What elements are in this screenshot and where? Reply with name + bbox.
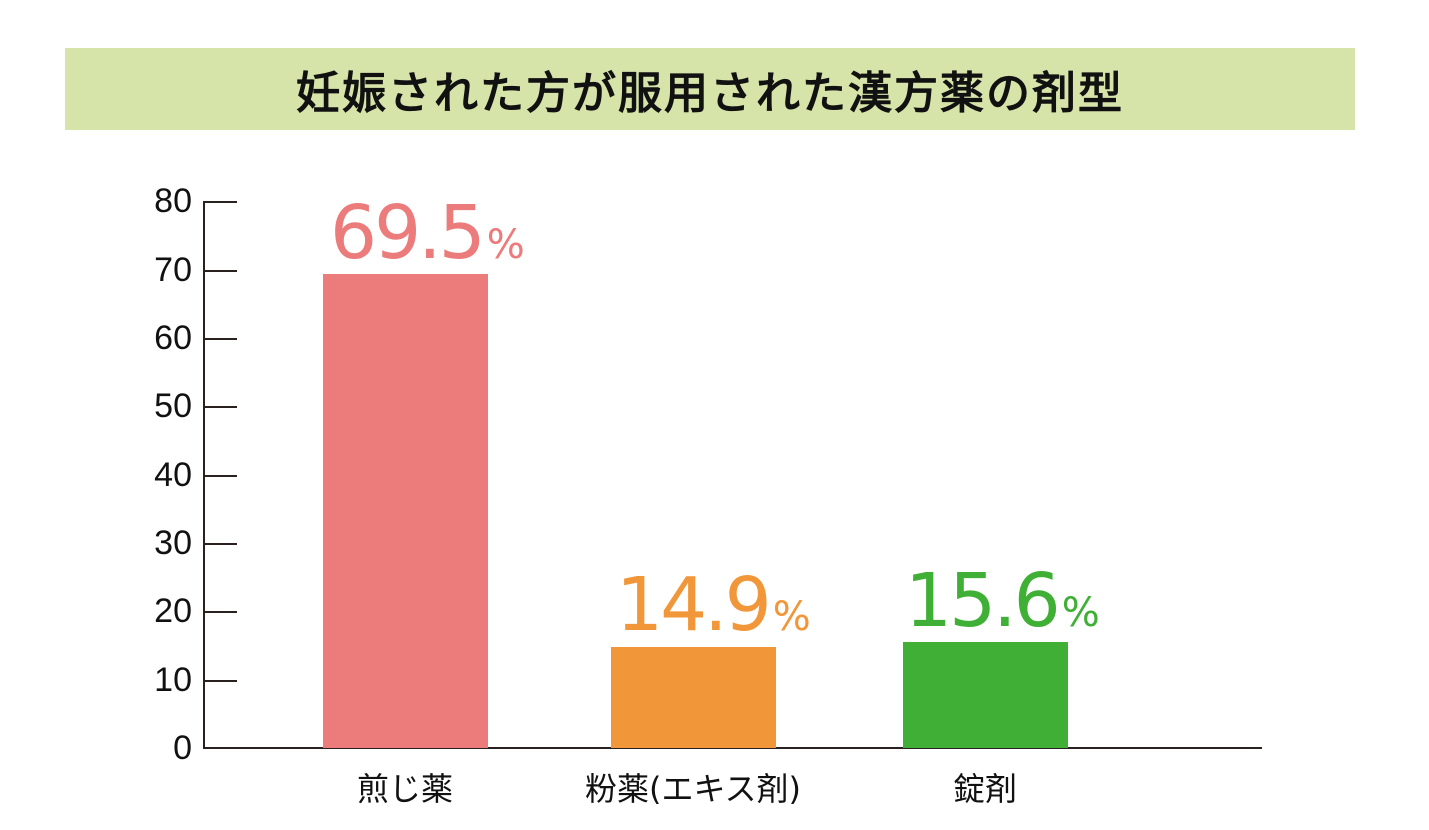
y-tick-label: 0 <box>173 729 192 767</box>
category-label-decoction: 煎じ薬 <box>356 770 453 808</box>
y-tick-60 <box>205 338 237 340</box>
y-axis-line <box>203 201 205 749</box>
y-tick-70 <box>205 270 237 272</box>
bar-tablet <box>903 642 1068 748</box>
y-tick-20 <box>205 611 237 613</box>
y-tick-label: 30 <box>154 524 192 562</box>
y-tick-label: 50 <box>154 387 192 425</box>
bar-decoction <box>323 274 488 748</box>
category-label-powder-extract: 粉薬(エキス剤) <box>584 770 801 808</box>
category-label-tablet: 錠剤 <box>952 770 1017 808</box>
y-tick-30 <box>205 543 237 545</box>
y-tick-label: 20 <box>154 592 192 630</box>
y-tick-80 <box>205 201 237 203</box>
y-tick-label: 80 <box>154 182 192 220</box>
bar-powder-extract <box>611 647 776 748</box>
y-tick-label: 10 <box>154 661 192 699</box>
y-tick-label: 60 <box>154 319 192 357</box>
y-tick-40 <box>205 475 237 477</box>
y-tick-50 <box>205 406 237 408</box>
value-label-powder-extract: 14.9% <box>616 562 811 648</box>
y-tick-label: 70 <box>154 251 192 289</box>
chart-title-band: 妊娠された方が服用された漢方薬の剤型 <box>65 48 1355 130</box>
chart-title: 妊娠された方が服用された漢方薬の剤型 <box>296 68 1124 119</box>
y-tick-10 <box>205 680 237 682</box>
value-label-decoction: 69.5% <box>330 190 525 276</box>
value-label-tablet: 15.6% <box>905 558 1100 644</box>
x-axis-line <box>203 747 1262 749</box>
y-tick-label: 40 <box>154 456 192 494</box>
